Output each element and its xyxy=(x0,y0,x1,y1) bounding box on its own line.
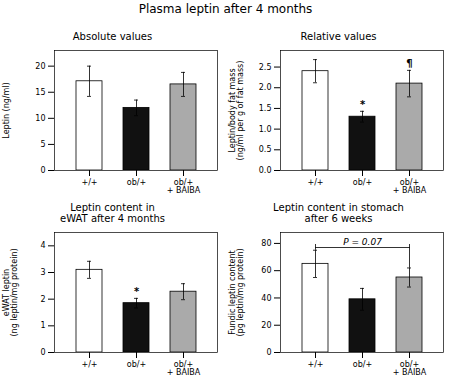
html-text:Leptin content in eWAT after 4: Leptin content in eWAT after 4 months xyxy=(60,202,165,224)
html-text:Absolute values: Absolute values xyxy=(72,31,153,42)
svg-text:ob/+: ob/+ xyxy=(127,178,146,187)
svg-text:15: 15 xyxy=(35,88,45,97)
svg-text:ob/++ BAIBA: ob/++ BAIBA xyxy=(167,360,201,377)
svg-text:0: 0 xyxy=(40,166,45,175)
svg-text:40: 40 xyxy=(261,294,271,303)
svg-text:+/+: +/+ xyxy=(81,178,97,187)
svg-text:Leptin (ng/ml): Leptin (ng/ml) xyxy=(2,82,11,138)
svg-text:P = 0.07: P = 0.07 xyxy=(343,237,382,247)
svg-text:ob/+: ob/+ xyxy=(353,360,372,369)
svg-text:5: 5 xyxy=(40,140,45,149)
svg-text:2.5: 2.5 xyxy=(259,63,272,72)
svg-text:ob/+: ob/+ xyxy=(127,360,146,369)
svg-text:60: 60 xyxy=(261,266,271,275)
svg-text:ob/++ BAIBA: ob/++ BAIBA xyxy=(393,360,427,377)
svg-text:ob/++ BAIBA: ob/++ BAIBA xyxy=(393,178,427,195)
svg-text:10: 10 xyxy=(35,114,45,123)
svg-text:ob/+: ob/+ xyxy=(353,178,372,187)
svg-text:1.0: 1.0 xyxy=(259,125,272,134)
svg-text:¶: ¶ xyxy=(406,58,412,69)
svg-text:0: 0 xyxy=(40,348,45,357)
svg-text:4: 4 xyxy=(40,241,45,250)
svg-text:Fundic leptin content(pg lepti: Fundic leptin content(pg leptin/mg prote… xyxy=(228,248,245,336)
svg-text:0.5: 0.5 xyxy=(259,145,272,154)
svg-text:+/+: +/+ xyxy=(307,360,323,369)
svg-text:Leptin/body fat mass(ng/ml per: Leptin/body fat mass(ng/ml per g of fat … xyxy=(228,61,245,161)
svg-text:*: * xyxy=(360,99,366,110)
html-text:Relative values: Relative values xyxy=(300,31,377,42)
svg-text:20: 20 xyxy=(261,321,271,330)
svg-text:2: 2 xyxy=(40,295,45,304)
svg-text:0.0: 0.0 xyxy=(259,166,272,175)
svg-text:*: * xyxy=(134,286,140,297)
svg-text:ob/++ BAIBA: ob/++ BAIBA xyxy=(167,178,201,195)
svg-text:0: 0 xyxy=(266,348,271,357)
svg-text:3: 3 xyxy=(40,268,45,277)
html-text:Leptin content in stomach afte: Leptin content in stomach after 6 weeks xyxy=(273,202,404,224)
svg-text:+/+: +/+ xyxy=(81,360,97,369)
svg-text:20: 20 xyxy=(35,62,45,71)
svg-text:2.0: 2.0 xyxy=(259,83,272,92)
svg-text:1: 1 xyxy=(40,321,45,330)
html-text:Plasma leptin after 4 months: Plasma leptin after 4 months xyxy=(138,2,313,16)
svg-text:1.5: 1.5 xyxy=(259,104,272,113)
svg-text:+/+: +/+ xyxy=(307,178,323,187)
svg-text:80: 80 xyxy=(261,239,271,248)
svg-text:eWAT leptin(ng leptin/mg prote: eWAT leptin(ng leptin/mg protein) xyxy=(2,248,19,336)
